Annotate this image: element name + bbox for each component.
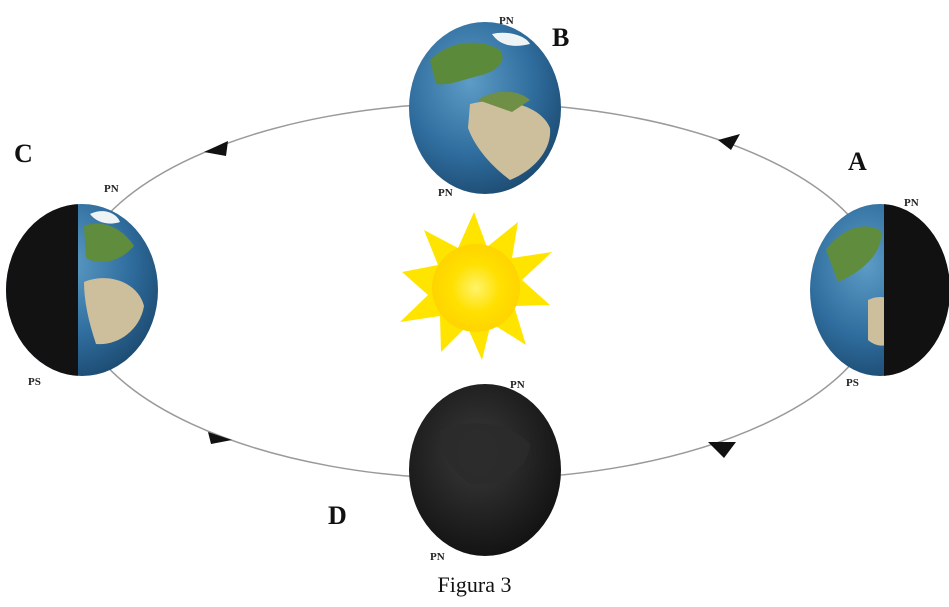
pole-label-b-south: PN — [438, 187, 453, 199]
orbit-arrow-top-left — [204, 141, 228, 156]
pole-label-d-north: PN — [510, 379, 525, 391]
pole-label-a-north: PN — [904, 197, 919, 209]
pole-label-a-south: PS — [846, 377, 859, 389]
figure-caption: Figura 3 — [437, 572, 512, 597]
orbit-arrow-top-right — [718, 134, 740, 150]
earth-globe-a — [810, 204, 949, 376]
orbit-arrow-bottom-left — [208, 432, 232, 444]
earth-globe-c — [6, 204, 158, 376]
sun-icon — [400, 212, 552, 360]
earth-globe-b — [409, 22, 561, 194]
pole-label-d-south: PN — [430, 551, 445, 563]
pole-label-c-south: PS — [28, 376, 41, 388]
position-label-a: A — [848, 147, 867, 176]
pole-label-c-north: PN — [104, 183, 119, 195]
position-label-b: B — [552, 23, 569, 52]
orbit-arrow-bottom-right — [708, 442, 736, 458]
pole-label-b-north: PN — [499, 15, 514, 27]
position-label-d: D — [328, 501, 347, 530]
position-label-c: C — [14, 139, 33, 168]
earth-globe-d — [409, 384, 561, 556]
